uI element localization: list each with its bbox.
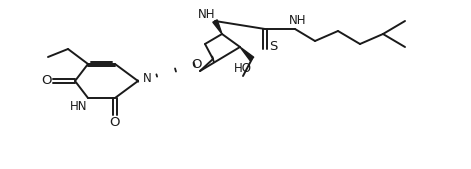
Text: HO: HO <box>234 63 252 76</box>
Polygon shape <box>213 20 222 34</box>
Text: NH: NH <box>289 15 307 28</box>
Text: HN: HN <box>70 100 88 113</box>
Text: O: O <box>192 57 202 70</box>
Text: NH: NH <box>198 8 216 21</box>
Text: O: O <box>110 116 120 129</box>
Text: O: O <box>41 75 51 88</box>
Text: N: N <box>143 73 152 86</box>
Polygon shape <box>240 47 254 61</box>
Text: S: S <box>269 40 277 53</box>
